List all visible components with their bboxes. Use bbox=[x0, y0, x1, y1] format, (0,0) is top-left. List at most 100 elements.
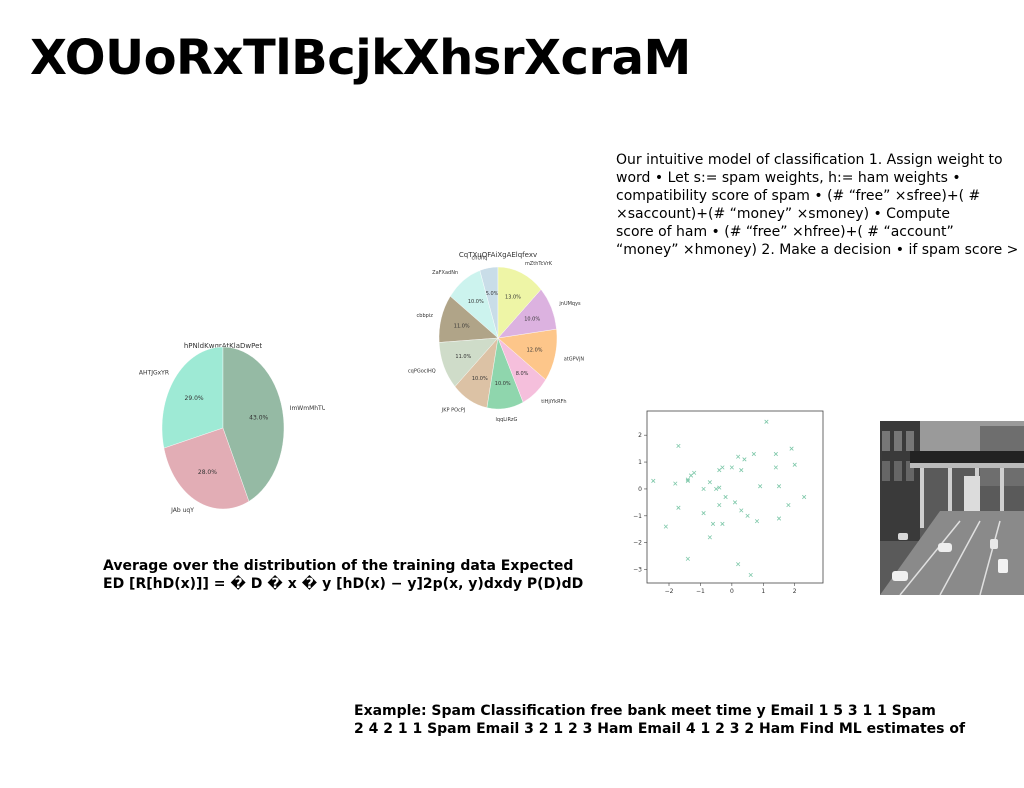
scatter-marks: −2 −1 0 1 2 −3 −2 −1 0 1 2 bbox=[633, 419, 807, 595]
scatter-point bbox=[739, 508, 744, 513]
scatter-point bbox=[723, 494, 728, 500]
x-tick-label: 0 bbox=[730, 588, 734, 595]
pie-slice-label: lqqLiRzG bbox=[496, 417, 518, 423]
pie-1-slices: AHTJGxYR 29.0% JAb uqY 28.0% ImWmMhTU 43.0% bbox=[139, 346, 325, 514]
pie-slice-label: ImWmMhTU bbox=[290, 405, 325, 412]
pie-slice bbox=[163, 427, 250, 510]
pie-value-label: 5.0% bbox=[486, 291, 499, 297]
text-line: ×saccount)+(# “money” ×smoney) • Compute bbox=[616, 206, 951, 222]
y-tick-label: 2 bbox=[638, 432, 642, 439]
scatter-point bbox=[789, 446, 794, 451]
pie-value-label: 10.0% bbox=[495, 381, 511, 387]
text-line: Our intuitive model of classification 1.… bbox=[616, 152, 1003, 168]
scatter-point bbox=[739, 468, 744, 473]
pie-slice-label: JKP POcPJ bbox=[441, 408, 466, 414]
pie-value-label: 10.0% bbox=[472, 376, 488, 382]
y-tick-label: 0 bbox=[638, 486, 642, 493]
scatter-point bbox=[773, 451, 778, 457]
scatter-point bbox=[701, 511, 706, 516]
scatter-plot: −2 −1 0 1 2 −3 −2 −1 0 1 2 bbox=[633, 410, 824, 595]
pie-value-label: 28.0% bbox=[198, 469, 217, 476]
text-line: word • Let s:= spam weights, h:= ham wei… bbox=[616, 170, 961, 186]
scatter-point bbox=[745, 513, 750, 518]
scatter-point bbox=[714, 486, 719, 492]
text-line: ED [R[hD(x)]] = � D � x � y [hD(x) − y]2… bbox=[103, 576, 584, 592]
scatter-point bbox=[707, 535, 712, 540]
pie-slice-label: jnUMqys bbox=[558, 301, 581, 307]
pie-2-title: CqTXuOFAiXgAElqfexv bbox=[459, 251, 537, 259]
x-tick-label: −1 bbox=[696, 588, 705, 595]
scatter-point bbox=[685, 478, 690, 483]
scatter-point bbox=[663, 524, 668, 529]
street-photo-image bbox=[880, 421, 1024, 595]
pie-value-label: 11.0% bbox=[454, 323, 470, 329]
pie-chart-1: hPNldKwqrAtKlaDwPet AHTJGxYR 29.0% JAb uqY… bbox=[139, 342, 325, 514]
scatter-point bbox=[717, 485, 722, 490]
pie-slice-label: cqPGocIHQ bbox=[408, 368, 436, 374]
scatter-plot-frame bbox=[646, 410, 824, 584]
pie-slice-label: cbbpiz bbox=[417, 313, 434, 319]
pie-value-label: 10.0% bbox=[468, 299, 484, 305]
scatter-point bbox=[710, 521, 716, 526]
scatter-point bbox=[673, 481, 678, 486]
scatter-point bbox=[776, 516, 782, 521]
pie-2-slices: chUhq 5.0% ZaFXadNn 10.0% cbbpiz 11.0% cqPGocI… bbox=[408, 255, 585, 423]
scatter-point bbox=[748, 572, 753, 578]
street-photo bbox=[880, 421, 1024, 595]
scatter-point bbox=[692, 470, 697, 475]
y-tick-label: 1 bbox=[638, 459, 642, 466]
text-line: “money” ×hmoney) 2. Make a decision • if… bbox=[616, 242, 1019, 258]
scatter-point bbox=[742, 457, 747, 462]
pie-value-label: 29.0% bbox=[185, 395, 204, 402]
classification-model-text: Our intuitive model of classification 1.… bbox=[616, 151, 1024, 259]
scatter-point bbox=[707, 480, 712, 485]
pie-chart-2: CqTXuOFAiXgAElqfexv chUhq 5.0% ZaFXadNn 10.… bbox=[408, 251, 585, 423]
pie-value-label: 13.0% bbox=[505, 294, 521, 300]
pie-value-label: 10.0% bbox=[524, 317, 540, 323]
scatter-point bbox=[676, 443, 681, 449]
y-tick-label: −3 bbox=[633, 567, 642, 574]
scatter-point bbox=[720, 521, 725, 526]
x-tick-label: 2 bbox=[793, 588, 797, 595]
scatter-point bbox=[651, 478, 656, 483]
slide-title: XOUoRxTlBcjkXhsrXcraM bbox=[30, 30, 691, 86]
scatter-point bbox=[732, 500, 738, 505]
text-line: Example: Spam Classification free bank m… bbox=[354, 703, 936, 719]
pie-slice-label: chUhq bbox=[471, 255, 487, 261]
pie-slice-label: AHTJGxYR bbox=[139, 369, 169, 376]
scatter-point bbox=[751, 451, 756, 457]
text-line: score of ham • (# “free” ×hfree)+( # “ac… bbox=[616, 224, 954, 240]
scatter-point bbox=[736, 562, 741, 567]
scatter-point bbox=[776, 484, 782, 489]
text-line: 2 4 2 1 1 Spam Email 3 2 1 2 3 Ham Email… bbox=[354, 721, 966, 737]
expected-error-text: Average over the distribution of the tra… bbox=[103, 557, 583, 593]
scatter-point bbox=[729, 465, 734, 470]
pie-slice bbox=[222, 346, 285, 502]
scatter-point bbox=[802, 494, 807, 500]
scatter-point bbox=[786, 502, 791, 508]
pie-value-label: 11.0% bbox=[455, 354, 471, 360]
scatter-point bbox=[717, 502, 722, 508]
scatter-point bbox=[758, 484, 763, 489]
pie-slice-label: tiHjiYkRFh bbox=[541, 399, 566, 405]
scatter-point bbox=[685, 477, 690, 482]
pie-1-title: hPNldKwqrAtKlaDwPet bbox=[184, 342, 263, 350]
pie-slice-label: mZthTcVrK bbox=[525, 261, 553, 267]
scatter-point bbox=[736, 454, 741, 459]
pie-slice bbox=[161, 346, 224, 449]
scatter-point bbox=[754, 519, 760, 524]
pie-value-label: 12.0% bbox=[527, 347, 543, 353]
text-line: compatibility score of spam • (# “free” … bbox=[616, 188, 981, 204]
pie-slice-label: JAb uqY bbox=[170, 507, 194, 514]
scatter-point bbox=[773, 465, 778, 470]
pie-value-label: 43.0% bbox=[249, 414, 268, 421]
scatter-point bbox=[701, 486, 706, 492]
x-tick-label: 1 bbox=[761, 588, 765, 595]
scatter-point bbox=[720, 465, 725, 470]
pie-slice-label: ZaFXadNn bbox=[432, 270, 458, 276]
pie-slice-label: atGPVjN bbox=[564, 356, 585, 362]
text-line: Average over the distribution of the tra… bbox=[103, 558, 574, 574]
scatter-point bbox=[764, 419, 769, 424]
scatter-point bbox=[792, 462, 797, 467]
spam-example-text: Example: Spam Classification free bank m… bbox=[354, 702, 965, 738]
